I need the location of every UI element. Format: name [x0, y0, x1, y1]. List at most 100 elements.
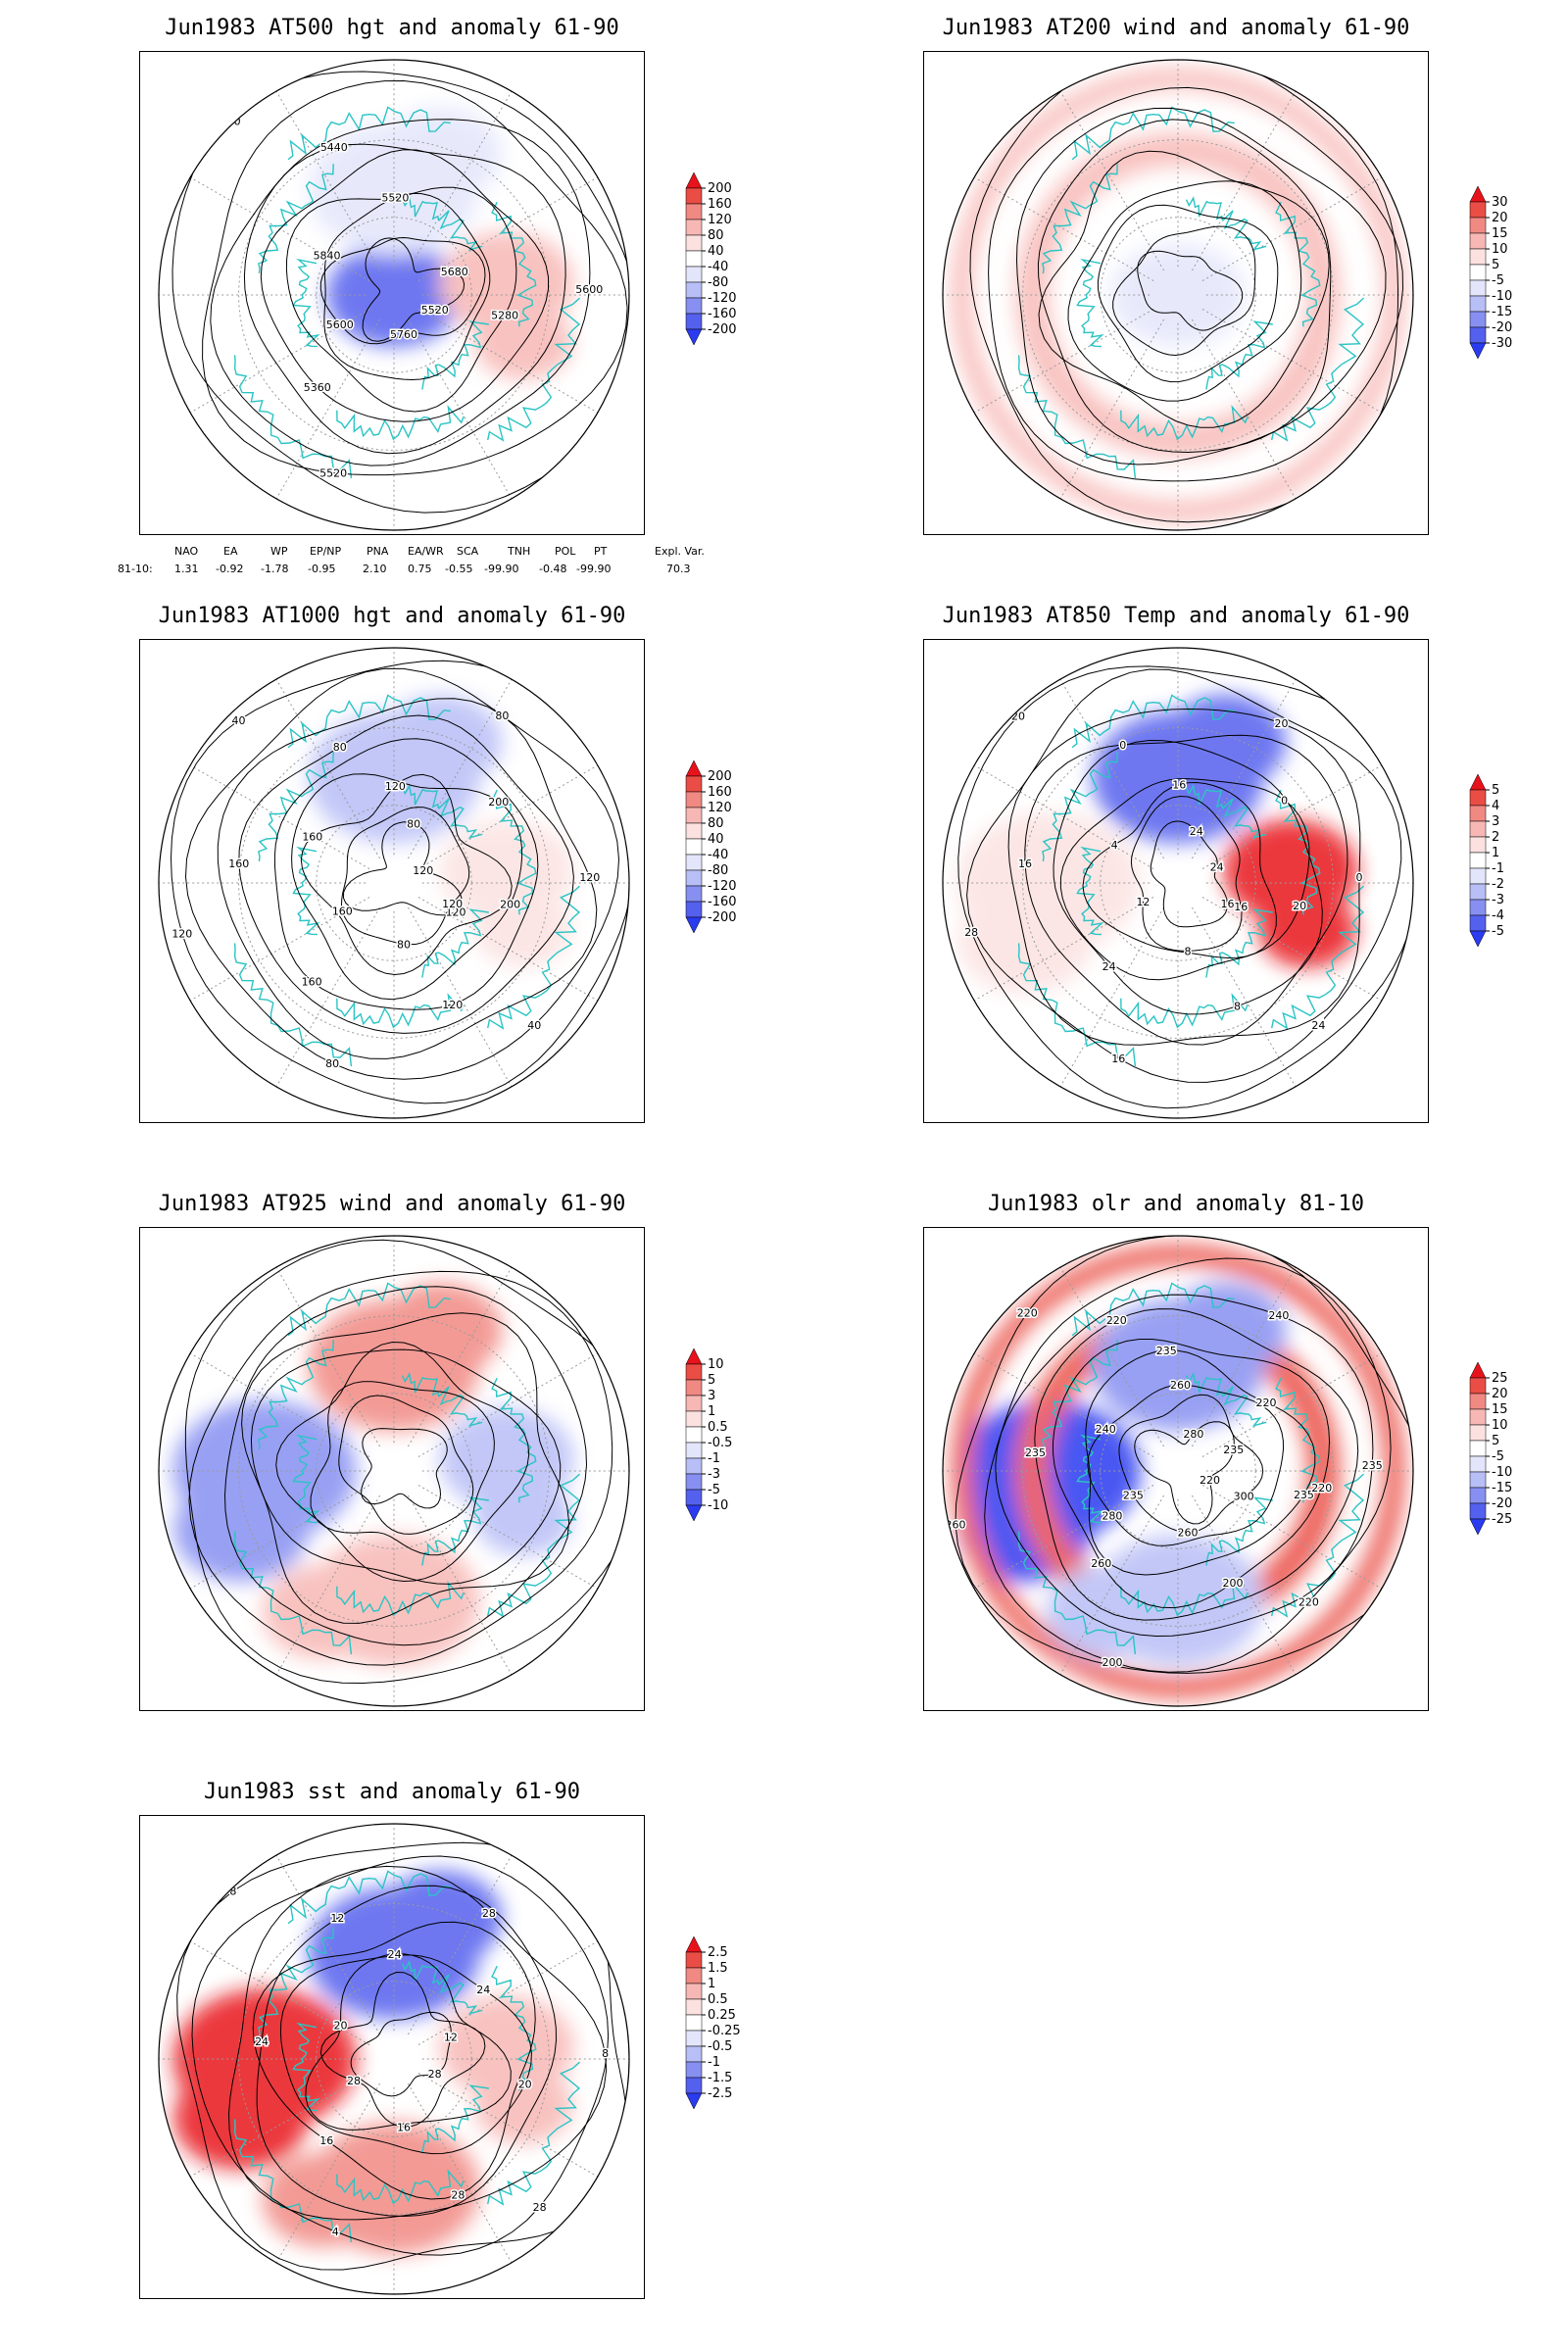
contour-label: 20 — [1274, 717, 1288, 730]
coastline-segment — [1071, 106, 1235, 161]
contour-label: 16 — [1018, 858, 1032, 870]
contour-line — [252, 1921, 536, 2200]
contours — [955, 1236, 1413, 1674]
map-disc: 28 28 24 20 16 12 8 4 8 12 16 20 24 28 24 28 28 — [159, 1824, 629, 2294]
meridian — [973, 176, 1154, 282]
coastline-segment — [1271, 1473, 1365, 1618]
contour-line — [1134, 1421, 1235, 1525]
meridian — [1201, 308, 1383, 414]
map-disc — [943, 60, 1413, 530]
colorbar-bin — [685, 869, 703, 887]
meridian — [973, 1352, 1154, 1458]
contour-label: 24 — [1190, 825, 1203, 838]
colorbar-bin — [685, 1967, 703, 1984]
index-value: 2.10 — [363, 563, 387, 575]
coastline-segment — [401, 1960, 483, 2015]
coastline-segment — [287, 1870, 451, 1925]
colorbar-tick-label: -0.5 — [708, 1436, 732, 1450]
map-boundary — [942, 1235, 1414, 1707]
contour-label: 80 — [325, 1057, 339, 1070]
contour-label: 5520 — [421, 304, 449, 317]
latitude-circle — [238, 1903, 550, 2215]
contour-label: 20 — [333, 2019, 347, 2032]
panel-title: Jun1983 AT850 Temp and anomaly 61-90 — [942, 604, 1410, 628]
contour-line — [279, 1954, 532, 2155]
colorbar-tick-label: -1.5 — [708, 2071, 732, 2085]
meridian — [275, 318, 381, 500]
colorbar-tick-label: 40 — [708, 832, 724, 847]
anomaly-shading — [956, 695, 1358, 994]
colorbar-tick-label: -1 — [1492, 861, 1504, 876]
map-u200 — [923, 51, 1429, 535]
contour-label: 160 — [302, 831, 322, 844]
contour-line — [957, 665, 1413, 1109]
colorbar-tick-label: 4 — [1492, 799, 1499, 813]
meridian — [189, 308, 370, 414]
colorbar-tick-label: -5 — [1492, 1449, 1504, 1464]
colorbar-tick-label: -5 — [708, 1483, 720, 1497]
colorbar-tick-label: 3 — [708, 1389, 715, 1403]
contour-label: 0 — [1119, 739, 1126, 752]
index-header: EA/WR — [408, 545, 444, 558]
colorbar-sst: 2.5 1.5 1 0.5 0.25 -0.25 -0.5 -1 -1.5 -2.5 — [685, 1936, 764, 2129]
colorbar-tick-label: -5 — [1492, 273, 1504, 288]
colorbar-bin — [685, 1426, 703, 1444]
colorbar-bin — [1469, 217, 1487, 234]
graticule — [159, 60, 629, 530]
colorbar-tick-label: 3 — [1492, 814, 1499, 829]
colorbar-tick-label: -3 — [1492, 893, 1504, 907]
meridian — [275, 1266, 381, 1447]
contour-label: 160 — [302, 975, 322, 988]
contour-line — [988, 86, 1404, 482]
colorbar-tick-label: 80 — [708, 816, 724, 831]
coastline-segment — [292, 2022, 320, 2112]
contour-label: 12 — [330, 1912, 344, 1925]
colorbar-arrow-top — [685, 760, 703, 777]
latitude-circle — [238, 1315, 550, 1627]
contour-line — [250, 1348, 562, 1585]
contour-label: 5760 — [390, 328, 417, 341]
colorbar-bin — [685, 1473, 703, 1491]
meridian — [1191, 678, 1297, 859]
contour-label: 120 — [442, 898, 463, 910]
coastline-segment — [1120, 1581, 1249, 1617]
contour-label: 235 — [1362, 1459, 1383, 1472]
contour-label: 220 — [1106, 1314, 1127, 1327]
colorbar-tick-label: -40 — [708, 260, 728, 274]
map-boundary — [158, 59, 630, 531]
contour-line — [260, 149, 549, 422]
contour-label: 28 — [482, 1907, 496, 1920]
index-row-label: 81-10: — [118, 563, 153, 575]
contour-label: 28 — [533, 2201, 547, 2214]
map-z500: 5520 5600 5520 5280 5360 5440 5600 5520 5600 5680… — [139, 51, 645, 535]
index-value: -0.55 — [445, 563, 473, 575]
colorbar-bin — [685, 250, 703, 268]
contour-label: 12 — [444, 2031, 458, 2043]
contour-label: 28 — [347, 2075, 361, 2087]
colorbar-tick-label: -2 — [1492, 877, 1504, 892]
map-boundary — [942, 647, 1414, 1119]
meridian — [1191, 318, 1297, 500]
contour-line — [350, 2011, 452, 2097]
colorbar-tick-label: -0.5 — [708, 2039, 732, 2054]
graticule — [159, 1824, 629, 2294]
colorbar-tick-label: 2 — [1492, 830, 1499, 845]
contour-label: 200 — [1222, 1577, 1243, 1590]
contour-line — [338, 1395, 474, 1535]
contour-label: 280 — [1183, 1428, 1203, 1441]
colorbar-arrow-bottom — [1469, 930, 1487, 948]
latitude-circle — [1022, 139, 1334, 451]
colorbar-bin — [685, 822, 703, 840]
contour-line — [1034, 1308, 1359, 1621]
colorbar-arrow-bottom — [685, 916, 703, 934]
colorbar-bin — [685, 2014, 703, 2032]
coastline-segment — [487, 297, 581, 442]
coastline-segment — [1017, 943, 1137, 1067]
contour-line — [361, 1428, 448, 1509]
meridian — [417, 308, 599, 414]
contour-label: 5440 — [320, 141, 348, 154]
polar-map — [942, 59, 1414, 531]
colorbar-bin — [685, 901, 703, 918]
colorbar-bin — [685, 219, 703, 236]
